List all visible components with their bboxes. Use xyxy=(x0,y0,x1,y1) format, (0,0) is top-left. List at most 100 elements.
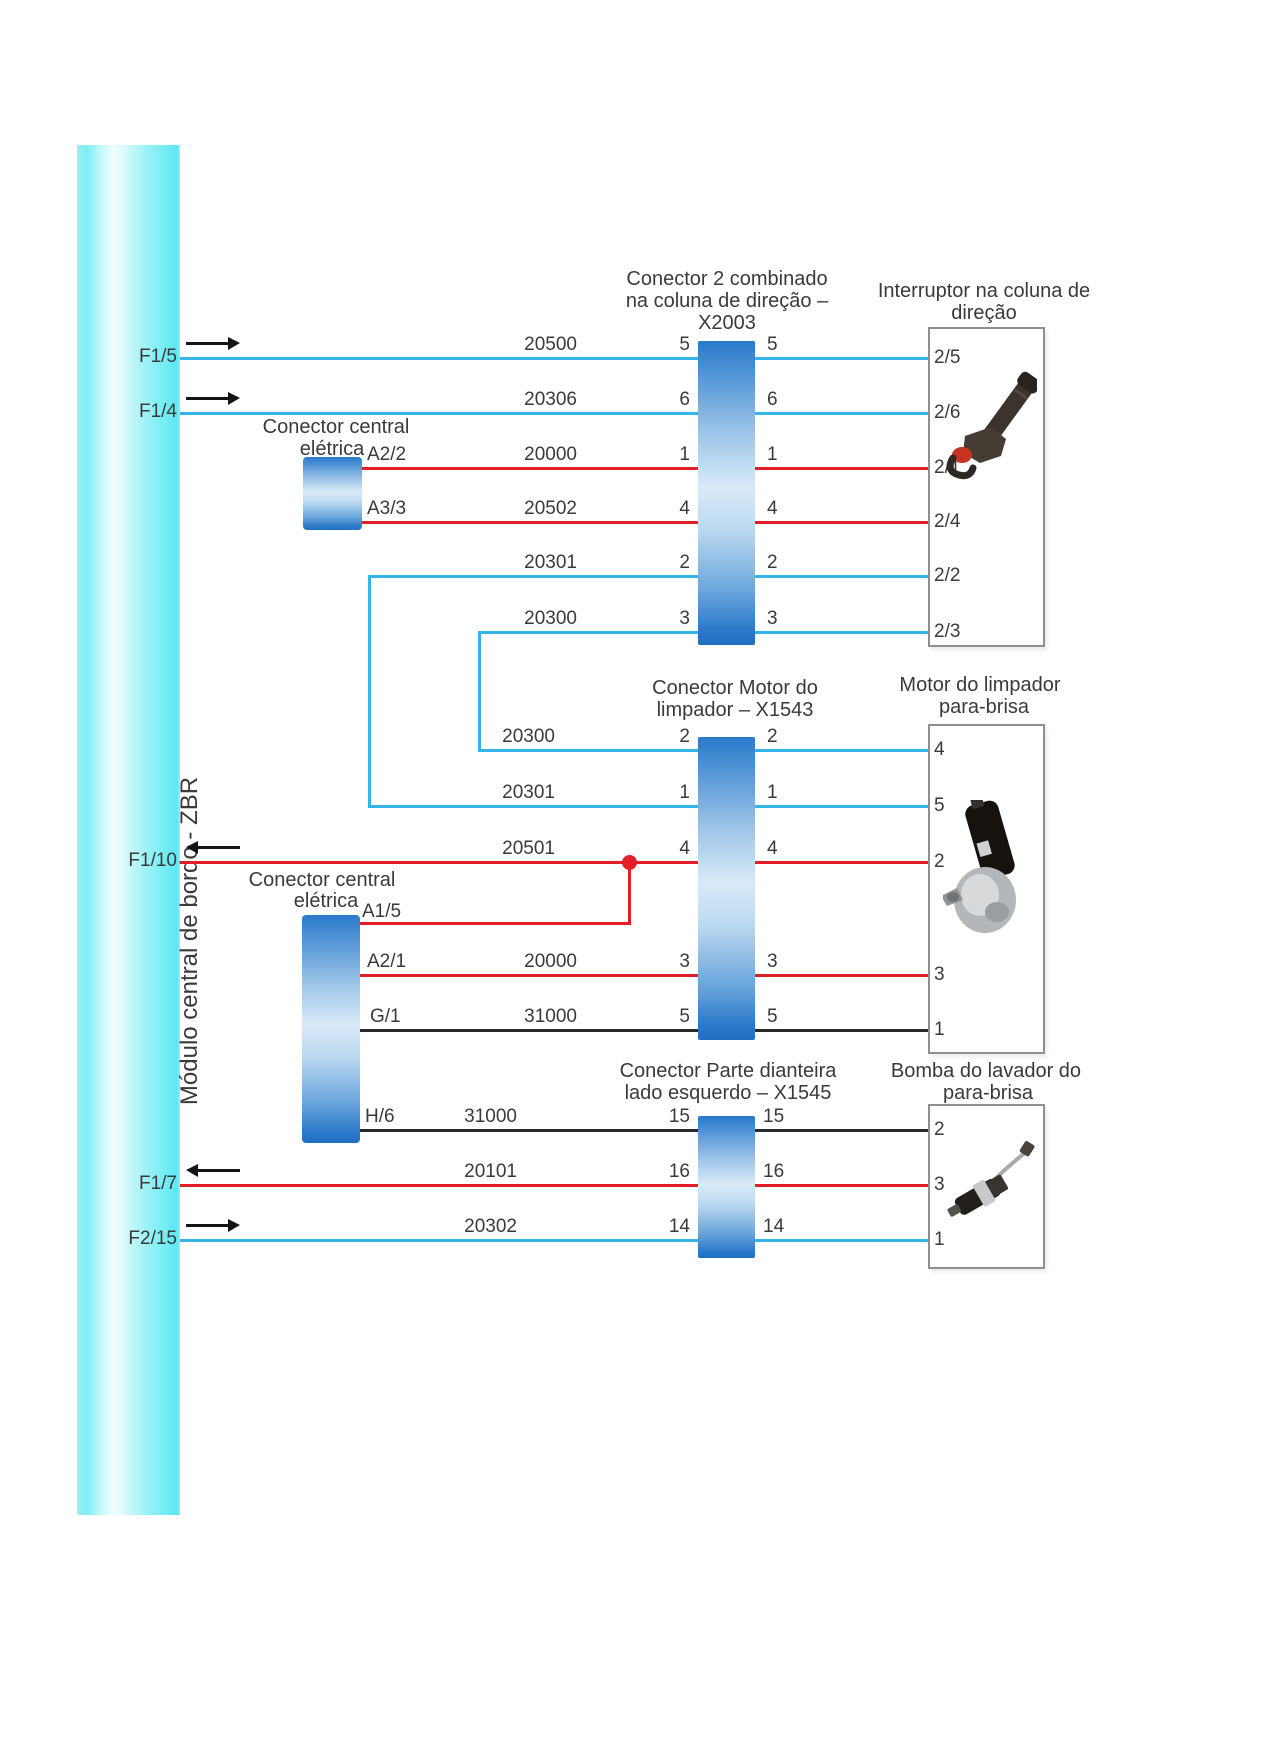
wire-20300-top-left xyxy=(478,631,698,634)
wire-20101-right xyxy=(755,1184,928,1187)
connector-x1545-title-1: Conector Parte dianteira xyxy=(619,1060,837,1082)
switch-pin-2-3: 2/3 xyxy=(934,621,961,642)
wire-20300-mid-pin-left: 2 xyxy=(679,726,690,747)
wire-20302-right xyxy=(755,1239,928,1242)
component-switch-title-1: Interruptor na coluna de xyxy=(877,280,1091,302)
central-connector-top-block xyxy=(303,457,362,530)
wire-31000-mid-pin-right: 5 xyxy=(767,1006,778,1027)
wire-20301-mid-right xyxy=(755,805,928,808)
wire-20501-pin-left: 4 xyxy=(679,838,690,859)
component-motor-title-1: Motor do limpador xyxy=(899,674,1061,696)
wire-20502-right xyxy=(755,521,928,524)
wire-20000-mid-right xyxy=(755,974,928,977)
feed-label-f1-5: F1/5 xyxy=(138,346,177,367)
wire-20302-label: 20302 xyxy=(464,1216,517,1237)
wire-20301-top-right xyxy=(755,575,928,578)
arrow-shaft xyxy=(186,1224,230,1227)
arrow-head xyxy=(228,337,240,350)
switch-pin-2-5: 2/5 xyxy=(934,347,961,368)
wire-31000-bot-pin-right: 15 xyxy=(763,1106,785,1127)
arrow-shaft xyxy=(196,846,240,849)
feed-label-f1-10: F1/10 xyxy=(128,850,177,871)
wire-20300-mid-pin-right: 2 xyxy=(767,726,778,747)
wire-20000-top-left xyxy=(362,467,698,470)
motor-pin-5: 5 xyxy=(934,795,945,816)
wire-20502-left xyxy=(362,521,698,524)
wire-31000-bot-pin-left: 15 xyxy=(668,1106,690,1127)
arrow-head xyxy=(228,392,240,405)
wire-20501-right xyxy=(755,861,928,864)
arrow-left-f1-10 xyxy=(186,841,240,854)
wire-31000-mid-pin-left: 5 xyxy=(679,1006,690,1027)
zbr-module-label: Módulo central de bordo - ZBR xyxy=(176,776,203,1106)
wire-20500-left xyxy=(180,357,698,360)
wire-20302-left xyxy=(180,1239,698,1242)
wire-20306-right xyxy=(755,412,928,415)
wire-31000-bot-left xyxy=(360,1129,698,1132)
wire-31000-mid-left xyxy=(360,1029,698,1032)
wire-20000-mid-label: 20000 xyxy=(524,951,577,972)
connector-x2003-title-1: Conector 2 combinado xyxy=(626,268,828,290)
arrow-head xyxy=(186,1164,198,1177)
central-connector-top-title-2: elétrica xyxy=(299,438,365,460)
arrow-left-f1-7 xyxy=(186,1164,240,1177)
wire-20500-pin-right: 5 xyxy=(767,334,778,355)
wire-20502-pin-right: 4 xyxy=(767,498,778,519)
wire-20301-top-left xyxy=(368,575,698,578)
arrow-right-f1-4 xyxy=(186,392,240,405)
pump-pin-1: 1 xyxy=(934,1229,945,1250)
motor-pin-1: 1 xyxy=(934,1019,945,1040)
wire-31000-bot-label: 31000 xyxy=(464,1106,517,1127)
wire-20301-mid-label: 20301 xyxy=(502,782,555,803)
central-connector-mid-pin-a1-5: A1/5 xyxy=(362,901,402,922)
washer-pump-image xyxy=(947,1141,1035,1217)
feed-label-f2-15: F2/15 xyxy=(128,1228,177,1249)
wire-20502-pin-left: 4 xyxy=(679,498,690,519)
connector-x2003-title-3: X2003 xyxy=(698,312,756,334)
wire-20000-top-label: 20000 xyxy=(524,444,577,465)
wire-20302-pin-left: 14 xyxy=(668,1216,690,1237)
component-switch-title-2: direção xyxy=(951,302,1017,324)
feed-label-f1-4: F1/4 xyxy=(138,401,177,422)
wire-20301-mid-pin-right: 1 xyxy=(767,782,778,803)
wire-20101-left xyxy=(180,1184,698,1187)
wire-20306-left xyxy=(180,412,698,415)
wire-20000-top-right xyxy=(755,467,928,470)
wire-20000-top-pin-right: 1 xyxy=(767,444,778,465)
wire-31000-mid-right xyxy=(755,1029,928,1032)
motor-pin-2: 2 xyxy=(934,851,945,872)
zbr-module-bar: Módulo central de bordo - ZBR xyxy=(77,145,203,1515)
wire-20502-label: 20502 xyxy=(524,498,577,519)
motor-pin-3: 3 xyxy=(934,964,945,985)
motor-pin-4: 4 xyxy=(934,739,945,760)
connector-x1545-block xyxy=(698,1116,755,1258)
central-connector-mid-title-1: Conector central xyxy=(248,869,396,891)
steering-column-switch-image xyxy=(946,371,1037,480)
wire-20300-riser xyxy=(478,631,481,752)
wire-20306-label: 20306 xyxy=(524,389,577,410)
arrow-shaft xyxy=(186,397,230,400)
connector-x2003-title-2: na coluna de direção – xyxy=(625,290,829,312)
wire-20300-top-pin-left: 3 xyxy=(679,608,690,629)
connector-x1543-title-2: limpador – X1543 xyxy=(656,699,814,721)
central-connector-mid-pin-g-1: G/1 xyxy=(370,1006,401,1027)
wire-20500-pin-left: 5 xyxy=(679,334,690,355)
wire-20000-mid-pin-left: 3 xyxy=(679,951,690,972)
wire-20306-pin-left: 6 xyxy=(679,389,690,410)
central-connector-top-pin-a2-2: A2/2 xyxy=(367,444,407,465)
arrow-right-f1-5 xyxy=(186,337,240,350)
component-pump-title-2: para-brisa xyxy=(942,1082,1034,1104)
feed-label-f1-7: F1/7 xyxy=(138,1173,177,1194)
wire-20300-mid-label: 20300 xyxy=(502,726,555,747)
wire-20000-mid-pin-right: 3 xyxy=(767,951,778,972)
wire-20300-top-right xyxy=(755,631,928,634)
wire-31000-bot-right xyxy=(755,1129,928,1132)
switch-pin-2-2: 2/2 xyxy=(934,565,961,586)
wire-20301-mid-left xyxy=(368,805,698,808)
wire-20501-left xyxy=(180,861,698,864)
wire-20301-mid-pin-left: 1 xyxy=(679,782,690,803)
switch-pin-2-4: 2/4 xyxy=(934,511,961,532)
wire-20000-top-pin-left: 1 xyxy=(679,444,690,465)
central-connector-mid-pin-a2-1: A2/1 xyxy=(367,951,407,972)
